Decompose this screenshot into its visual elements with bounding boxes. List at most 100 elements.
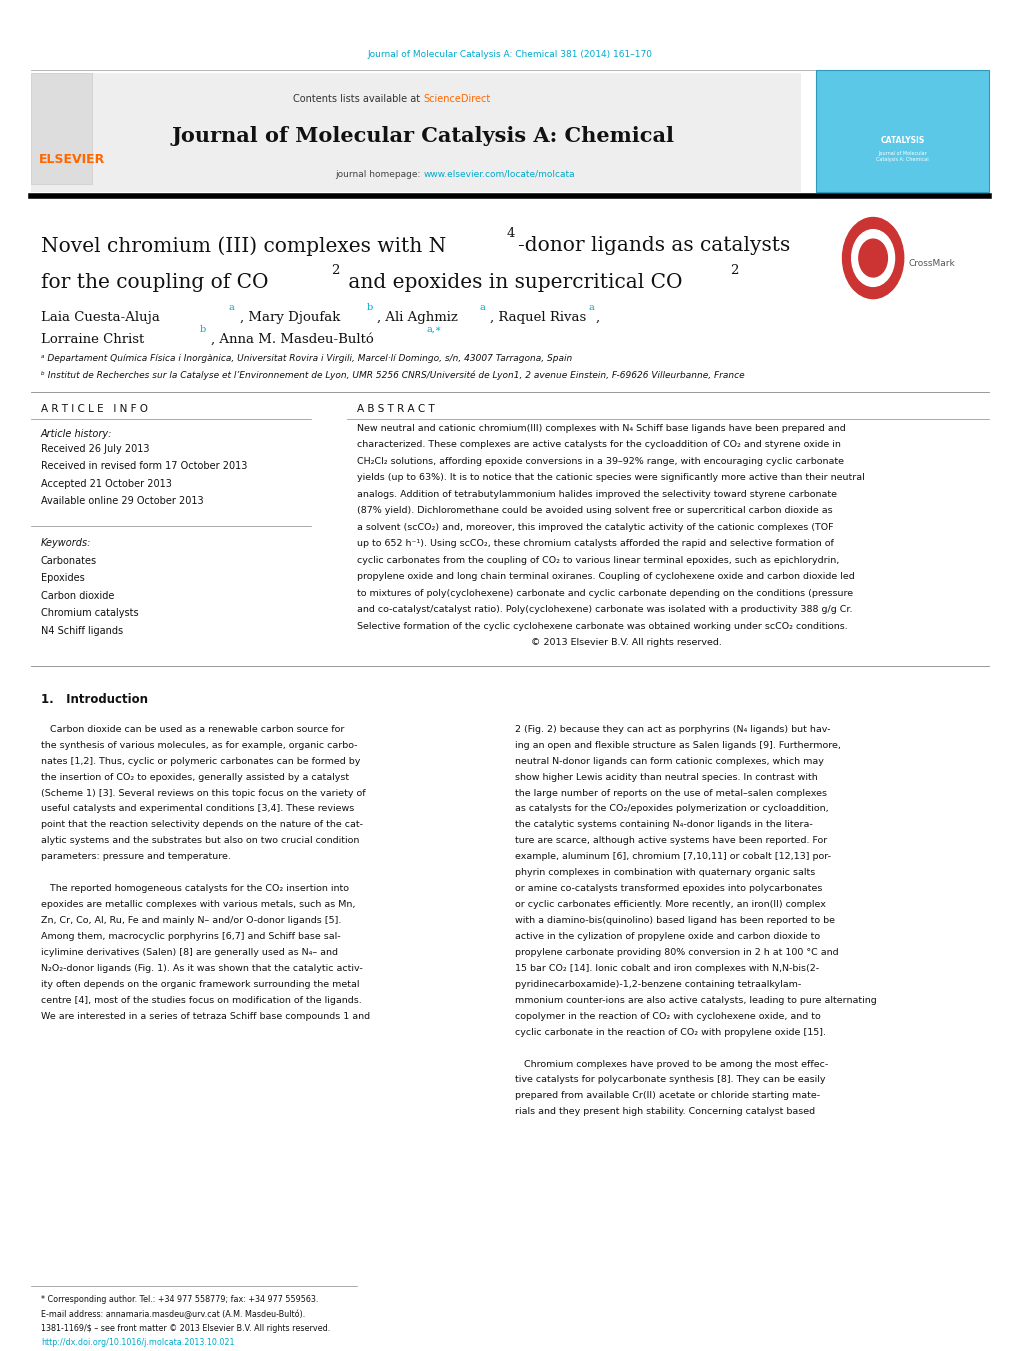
Text: up to 652 h⁻¹). Using scCO₂, these chromium catalysts afforded the rapid and sel: up to 652 h⁻¹). Using scCO₂, these chrom… [357,539,834,549]
Text: Received 26 July 2013: Received 26 July 2013 [41,443,149,454]
Text: www.elsevier.com/locate/molcata: www.elsevier.com/locate/molcata [423,170,575,178]
Text: ture are scarce, although active systems have been reported. For: ture are scarce, although active systems… [515,836,826,846]
Text: Chromium complexes have proved to be among the most effec-: Chromium complexes have proved to be amo… [515,1059,827,1069]
Text: Among them, macrocyclic porphyrins [6,7] and Schiff base sal-: Among them, macrocyclic porphyrins [6,7]… [41,932,340,942]
Text: cyclic carbonates from the coupling of CO₂ to various linear terminal epoxides, : cyclic carbonates from the coupling of C… [357,555,839,565]
Text: icylimine derivatives (Salen) [8] are generally used as N₄– and: icylimine derivatives (Salen) [8] are ge… [41,948,337,957]
Text: Selective formation of the cyclic cyclohexene carbonate was obtained working und: Selective formation of the cyclic cycloh… [357,621,847,631]
Text: (Scheme 1) [3]. Several reviews on this topic focus on the variety of: (Scheme 1) [3]. Several reviews on this … [41,789,365,797]
Text: Zn, Cr, Co, Al, Ru, Fe and mainly N– and/or O-donor ligands [5].: Zn, Cr, Co, Al, Ru, Fe and mainly N– and… [41,916,340,925]
Text: 2 (Fig. 2) because they can act as porphyrins (N₄ ligands) but hav-: 2 (Fig. 2) because they can act as porph… [515,724,829,734]
Text: We are interested in a series of tetraza Schiff base compounds 1 and: We are interested in a series of tetraza… [41,1012,370,1021]
Text: Article history:: Article history: [41,428,112,439]
Text: Carbonates: Carbonates [41,555,97,566]
Text: b: b [200,324,206,334]
Text: 15 bar CO₂ [14]. Ionic cobalt and iron complexes with N,N-bis(2-: 15 bar CO₂ [14]. Ionic cobalt and iron c… [515,963,818,973]
Text: a: a [479,303,485,312]
Text: the catalytic systems containing N₄-donor ligands in the litera-: the catalytic systems containing N₄-dono… [515,820,812,830]
Text: Lorraine Christ: Lorraine Christ [41,332,144,346]
Text: Laia Cuesta-Aluja: Laia Cuesta-Aluja [41,311,160,324]
Text: parameters: pressure and temperature.: parameters: pressure and temperature. [41,852,230,862]
Text: ing an open and flexible structure as Salen ligands [9]. Furthermore,: ing an open and flexible structure as Sa… [515,740,840,750]
Text: , Mary Djoufak: , Mary Djoufak [239,311,339,324]
Text: journal homepage:: journal homepage: [334,170,423,178]
Text: CrossMark: CrossMark [908,259,955,267]
Text: neutral N-donor ligands can form cationic complexes, which may: neutral N-donor ligands can form cationi… [515,757,823,766]
Text: phyrin complexes in combination with quaternary organic salts: phyrin complexes in combination with qua… [515,869,814,877]
Text: the insertion of CO₂ to epoxides, generally assisted by a catalyst: the insertion of CO₂ to epoxides, genera… [41,773,348,782]
Text: a: a [588,303,594,312]
Text: characterized. These complexes are active catalysts for the cycloaddition of CO₂: characterized. These complexes are activ… [357,440,840,450]
Text: tive catalysts for polycarbonate synthesis [8]. They can be easily: tive catalysts for polycarbonate synthes… [515,1075,824,1085]
Text: N4 Schiff ligands: N4 Schiff ligands [41,626,123,636]
Text: the synthesis of various molecules, as for example, organic carbo-: the synthesis of various molecules, as f… [41,740,357,750]
Circle shape [851,230,894,286]
Text: A B S T R A C T: A B S T R A C T [357,404,434,415]
Text: -donor ligands as catalysts: -donor ligands as catalysts [518,236,790,255]
FancyBboxPatch shape [31,73,92,184]
Text: cyclic carbonate in the reaction of CO₂ with propylene oxide [15].: cyclic carbonate in the reaction of CO₂ … [515,1028,825,1036]
Text: mmonium counter-ions are also active catalysts, leading to pure alternating: mmonium counter-ions are also active cat… [515,996,876,1005]
Text: and co-catalyst/catalyst ratio). Poly(cyclohexene) carbonate was isolated with a: and co-catalyst/catalyst ratio). Poly(cy… [357,605,852,615]
Text: to mixtures of poly(cyclohexene) carbonate and cyclic carbonate depending on the: to mixtures of poly(cyclohexene) carbona… [357,589,852,597]
Text: a: a [228,303,234,312]
Text: with a diamino-bis(quinolino) based ligand has been reported to be: with a diamino-bis(quinolino) based liga… [515,916,835,925]
Text: centre [4], most of the studies focus on modification of the ligands.: centre [4], most of the studies focus on… [41,996,361,1005]
Text: http://dx.doi.org/10.1016/j.molcata.2013.10.021: http://dx.doi.org/10.1016/j.molcata.2013… [41,1339,234,1347]
Text: the large number of reports on the use of metal–salen complexes: the large number of reports on the use o… [515,789,826,797]
Circle shape [842,218,903,299]
Text: E-mail address: annamaria.masdeu@urv.cat (A.M. Masdeu-Bultó).: E-mail address: annamaria.masdeu@urv.cat… [41,1310,305,1319]
Text: Contents lists available at: Contents lists available at [292,93,423,104]
Text: CATALYSIS: CATALYSIS [879,136,924,145]
Text: ,: , [595,311,599,324]
Text: Accepted 21 October 2013: Accepted 21 October 2013 [41,478,171,489]
Text: © 2013 Elsevier B.V. All rights reserved.: © 2013 Elsevier B.V. All rights reserved… [357,638,721,647]
Text: The reported homogeneous catalysts for the CO₂ insertion into: The reported homogeneous catalysts for t… [41,884,348,893]
Text: (87% yield). Dichloromethane could be avoided using solvent free or supercritica: (87% yield). Dichloromethane could be av… [357,507,832,515]
Text: active in the cylization of propylene oxide and carbon dioxide to: active in the cylization of propylene ox… [515,932,819,942]
Text: Received in revised form 17 October 2013: Received in revised form 17 October 2013 [41,461,247,471]
Text: 4: 4 [506,227,515,240]
Text: 1.   Introduction: 1. Introduction [41,693,148,707]
Text: Novel chromium (III) complexes with N: Novel chromium (III) complexes with N [41,236,445,255]
Text: Journal of Molecular Catalysis A: Chemical 381 (2014) 161–170: Journal of Molecular Catalysis A: Chemic… [367,50,652,58]
FancyBboxPatch shape [815,70,988,192]
Text: yields (up to 63%). It is to notice that the cationic species were significantly: yields (up to 63%). It is to notice that… [357,473,864,482]
Text: Journal of Molecular Catalysis A: Chemical: Journal of Molecular Catalysis A: Chemic… [171,127,675,146]
Text: for the coupling of CO: for the coupling of CO [41,273,268,292]
Text: , Ali Aghmiz: , Ali Aghmiz [377,311,458,324]
Text: ᵃ Departament Química Física i Inorgànica, Universitat Rovira i Virgili, Marcel·: ᵃ Departament Química Física i Inorgànic… [41,354,572,362]
Text: Carbon dioxide: Carbon dioxide [41,590,114,601]
Text: prepared from available Cr(II) acetate or chloride starting mate-: prepared from available Cr(II) acetate o… [515,1092,819,1101]
Text: 2: 2 [730,263,738,277]
Text: New neutral and cationic chromium(III) complexes with N₄ Schiff base ligands hav: New neutral and cationic chromium(III) c… [357,424,845,432]
Text: b: b [367,303,373,312]
Text: 2: 2 [331,263,339,277]
FancyBboxPatch shape [31,73,800,192]
Text: ᵇ Institut de Recherches sur la Catalyse et l’Environnement de Lyon, UMR 5256 CN: ᵇ Institut de Recherches sur la Catalyse… [41,370,744,381]
Text: ELSEVIER: ELSEVIER [39,153,105,166]
Text: useful catalysts and experimental conditions [3,4]. These reviews: useful catalysts and experimental condit… [41,804,354,813]
Text: and epoxides in supercritical CO: and epoxides in supercritical CO [341,273,682,292]
Text: Epoxides: Epoxides [41,573,85,584]
Text: or cyclic carbonates efficiently. More recently, an iron(II) complex: or cyclic carbonates efficiently. More r… [515,900,825,909]
Text: 1381-1169/$ – see front matter © 2013 Elsevier B.V. All rights reserved.: 1381-1169/$ – see front matter © 2013 El… [41,1324,330,1332]
Text: a,∗: a,∗ [426,324,441,334]
Text: as catalysts for the CO₂/epoxides polymerization or cycloaddition,: as catalysts for the CO₂/epoxides polyme… [515,804,827,813]
Text: example, aluminum [6], chromium [7,10,11] or cobalt [12,13] por-: example, aluminum [6], chromium [7,10,11… [515,852,830,862]
Text: propylene oxide and long chain terminal oxiranes. Coupling of cyclohexene oxide : propylene oxide and long chain terminal … [357,571,854,581]
Text: ScienceDirect: ScienceDirect [423,93,490,104]
Text: pyridinecarboxamide)-1,2-benzene containing tetraalkylam-: pyridinecarboxamide)-1,2-benzene contain… [515,979,801,989]
Text: CH₂Cl₂ solutions, affording epoxide conversions in a 39–92% range, with encourag: CH₂Cl₂ solutions, affording epoxide conv… [357,457,843,466]
Text: analogs. Addition of tetrabutylammonium halides improved the selectivity toward : analogs. Addition of tetrabutylammonium … [357,489,837,499]
Text: , Raquel Rivas: , Raquel Rivas [489,311,585,324]
Text: Carbon dioxide can be used as a renewable carbon source for: Carbon dioxide can be used as a renewabl… [41,724,343,734]
Text: copolymer in the reaction of CO₂ with cyclohexene oxide, and to: copolymer in the reaction of CO₂ with cy… [515,1012,820,1021]
Text: or amine co-catalysts transformed epoxides into polycarbonates: or amine co-catalysts transformed epoxid… [515,884,821,893]
Text: N₂O₂-donor ligands (Fig. 1). As it was shown that the catalytic activ-: N₂O₂-donor ligands (Fig. 1). As it was s… [41,963,362,973]
Circle shape [858,239,887,277]
Text: Keywords:: Keywords: [41,538,91,549]
Text: point that the reaction selectivity depends on the nature of the cat-: point that the reaction selectivity depe… [41,820,363,830]
Text: Journal of Molecular
Catalysis A: Chemical: Journal of Molecular Catalysis A: Chemic… [875,151,928,162]
Text: Available online 29 October 2013: Available online 29 October 2013 [41,496,203,507]
